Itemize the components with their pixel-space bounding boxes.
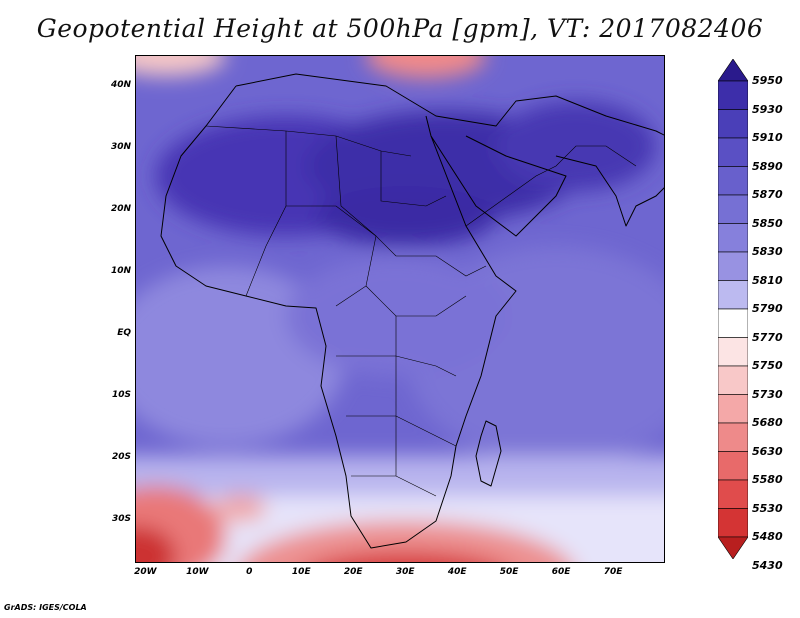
country-borders: [205, 125, 637, 497]
lon-tick-label: 0: [246, 567, 253, 577]
colorbar-swatch: [718, 280, 748, 310]
egypt-sudan-border: [380, 151, 447, 207]
colorbar-swatch: [718, 451, 748, 481]
colorbar-level-label: 5480: [752, 530, 783, 543]
colorbar-swatch: [718, 394, 748, 424]
map-plot-area: [135, 55, 665, 563]
lat-tick-label: 40N: [110, 79, 131, 90]
lat-tick-label: 10N: [110, 265, 131, 276]
lon-tick-label: 70E: [603, 567, 623, 577]
colorbar-level-label: 5890: [752, 159, 783, 173]
lat-tick-label: 20N: [110, 203, 131, 214]
colorbar-level-label: 5630: [752, 444, 783, 458]
colorbar-level-label: 5790: [752, 302, 783, 315]
north-atlantic-trough: [136, 56, 226, 76]
colorbar-swatch: [718, 308, 748, 338]
lon-tick-label: 20E: [343, 567, 363, 577]
colorbar-swatch: [718, 365, 748, 395]
colorbar-level-label: 5770: [752, 330, 783, 344]
lon-tick-label: 10W: [186, 567, 209, 577]
colorbar-swatch: [718, 166, 748, 196]
sahel-border: [286, 205, 397, 257]
madagascar-outline: [475, 420, 502, 487]
map-title: Geopotential Height at 500hPa [gpm], VT:…: [36, 14, 764, 43]
colorbar-top-arrow: [718, 59, 748, 82]
colorbar-level-label: 5930: [752, 102, 783, 116]
colorbar-level-label: 5870: [752, 188, 783, 201]
south-atlantic-trough-core: [136, 526, 176, 562]
colorbar-level-label: 5830: [752, 245, 783, 258]
northern-coast-outline: [235, 73, 664, 136]
sahel-high: [316, 186, 496, 246]
colorbar-level-label: 5580: [752, 473, 783, 486]
colorbar-level-label: 5750: [752, 359, 783, 372]
lat-tick-label: 10S: [111, 389, 131, 400]
lon-tick-label: 30E: [395, 567, 415, 577]
lon-tick-label: 50E: [499, 567, 519, 577]
south-central-border: [336, 355, 457, 377]
lon-tick-label: 40E: [447, 567, 467, 577]
colorbar-swatch: [718, 508, 748, 538]
west-sahara-border: [245, 131, 287, 297]
horn-border: [396, 255, 487, 277]
lat-tick-label: 30N: [110, 141, 131, 152]
colorbar-level-label: 5910: [752, 131, 783, 144]
congo-border: [365, 285, 467, 317]
arabia-outline: [430, 135, 567, 237]
libya-chad-border: [335, 135, 377, 237]
lat-tick-label: EQ: [117, 327, 131, 338]
colorbar: [718, 59, 748, 559]
colorbar-swatch: [718, 137, 748, 167]
lon-tick-label: 10E: [291, 567, 311, 577]
middle-east-border: [465, 145, 637, 227]
colorbar-level-label: 5530: [752, 501, 783, 515]
lat-tick-label: 30S: [111, 513, 131, 524]
colorbar-swatch: [718, 479, 748, 509]
coastlines: [160, 73, 664, 549]
southern-border: [346, 415, 457, 447]
colorbar-level-label: 5730: [752, 387, 783, 401]
colorbar-swatch: [718, 422, 748, 452]
colorbar-swatch: [718, 109, 748, 139]
lat-tick-label: 20S: [111, 451, 131, 462]
colorbar-swatch: [718, 251, 748, 281]
colorbar-swatch: [718, 337, 748, 367]
colorbar-swatch: [718, 223, 748, 253]
lon-tick-label: 60E: [551, 567, 571, 577]
colorbar-bottom-arrow: [718, 536, 748, 559]
colorbar-level-label: 5950: [752, 74, 783, 87]
south-asia-outline: [555, 155, 664, 227]
geopotential-map: [136, 56, 664, 562]
colorbar-level-label: 5850: [752, 216, 783, 230]
africa-outline: [160, 85, 517, 549]
colorbar-level-label: 5430: [752, 558, 783, 572]
colorbar-swatch: [718, 80, 748, 110]
colorbar-level-label: 5810: [752, 273, 783, 287]
mediterranean-trough: [366, 56, 486, 78]
colorbar-level-label: 5680: [752, 416, 783, 429]
south-indian-trough-core: [320, 551, 492, 562]
grads-credit: GrADS: IGES/COLA: [4, 603, 87, 612]
lon-tick-label: 20W: [134, 567, 157, 577]
small-trough-center: [216, 494, 266, 522]
colorbar-swatch: [718, 194, 748, 224]
